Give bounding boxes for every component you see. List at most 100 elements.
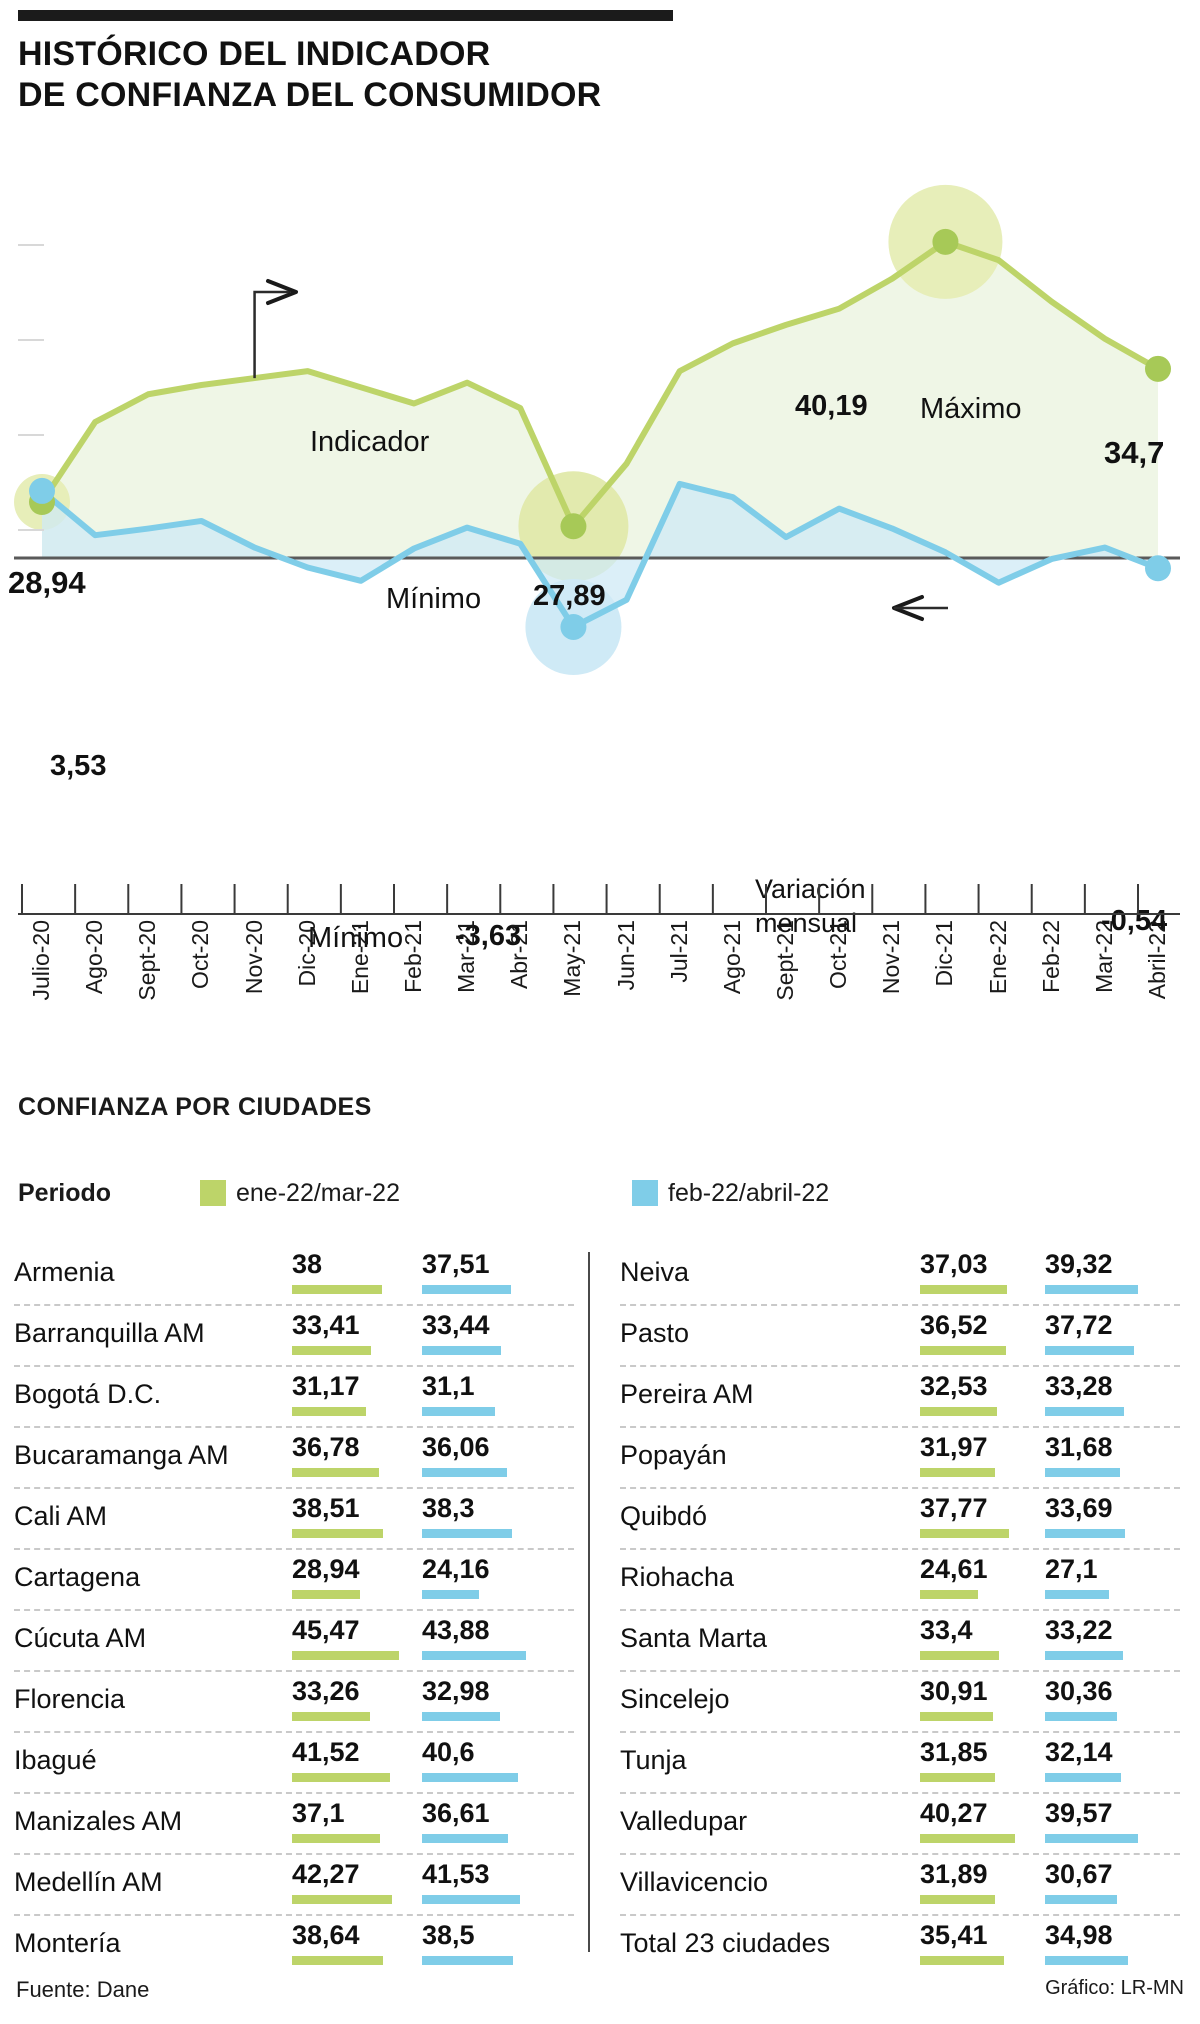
value-period2: 37,72 (1045, 1310, 1113, 1340)
value-period1: 24,61 (920, 1554, 988, 1584)
green-line (39, 238, 1161, 530)
bar-period2 (1045, 1773, 1121, 1782)
city-name: Cartagena (14, 1562, 141, 1592)
x-tick-label: Mar-22 (1090, 920, 1117, 993)
x-tick-label: Sept-20 (134, 920, 161, 1001)
value-period1: 37,77 (920, 1493, 988, 1523)
x-axis: Julio-20 Ago-20 Sept-20 Oct-20 Nov-20 Dic-20 E… (0, 880, 1200, 1070)
bar-period2 (1045, 1956, 1128, 1965)
bar-period1 (920, 1895, 996, 1904)
x-tick-label: Ago-20 (81, 920, 108, 995)
table-row: Riohacha 24,61 27,1 (620, 1550, 1180, 1611)
x-tick-label: Ene-22 (984, 920, 1011, 995)
value-period1: 37,03 (920, 1249, 988, 1279)
table-row: Pereira AM 32,53 33,28 (620, 1367, 1180, 1428)
bar-period2 (1045, 1590, 1109, 1599)
bar-period2 (1045, 1346, 1135, 1355)
table-row: Barranquilla AM 33,41 33,44 (14, 1306, 574, 1367)
table-row: Medellín AM 42,27 41,53 (14, 1855, 574, 1916)
table-row: Bogotá D.C. 31,17 31,1 (14, 1367, 574, 1428)
bar-period2 (1045, 1285, 1138, 1294)
x-tick-label: Sept-21 (772, 920, 798, 1001)
x-tick-label: Feb-22 (1037, 920, 1064, 993)
city-name: Medellín AM (14, 1867, 163, 1897)
variacion-label-line1: Variación (755, 874, 866, 904)
city-name: Tunja (620, 1745, 687, 1775)
bar-period1 (920, 1407, 997, 1416)
table-row: Montería 38,64 38,5 (14, 1916, 574, 1975)
city-name: Armenia (14, 1257, 115, 1287)
bar-period2 (1045, 1895, 1118, 1904)
bar-period1 (292, 1712, 371, 1721)
historic-line-chart: 28,94 34,7 40,19 Máximo 27,89 Mínimo Ind… (0, 150, 1200, 954)
table-row: Sincelejo 30,91 30,36 (620, 1672, 1180, 1733)
city-name: Popayán (620, 1440, 727, 1470)
blue-line (39, 480, 1161, 630)
bar-period1 (292, 1834, 380, 1843)
bar-period2 (422, 1590, 480, 1599)
value-period2: 43,88 (422, 1615, 490, 1645)
city-name: Pasto (620, 1318, 690, 1348)
city-name: Santa Marta (620, 1623, 768, 1653)
value-period1: 38,64 (292, 1920, 360, 1950)
bar-period1 (920, 1712, 993, 1721)
source-note: Fuente: Dane (16, 1977, 150, 2002)
table-row: Ibagué 41,52 40,6 (14, 1733, 574, 1794)
cities-table-right: Neiva 37,03 39,32 Pasto 36,52 37,72 Pereira AM… (620, 1245, 1180, 1965)
x-tick-label: Jul-21 (665, 920, 692, 983)
bar-period1 (920, 1590, 979, 1599)
bar-period2 (1045, 1468, 1120, 1477)
x-tick-label: Nov-20 (240, 920, 267, 995)
value-period1: 40,27 (920, 1798, 988, 1828)
table-row: Quibdó 37,77 33,69 (620, 1489, 1180, 1550)
green-end-value: 34,7 (1104, 435, 1165, 470)
value-period1: 31,85 (920, 1737, 988, 1767)
bar-period1 (292, 1956, 384, 1965)
legend-period-word: Periodo (18, 1179, 112, 1207)
green-area (42, 241, 1158, 558)
table-column-divider (588, 1252, 590, 1952)
value-period1: 30,91 (920, 1676, 988, 1706)
green-start-value: 28,94 (8, 565, 86, 600)
bar-period1 (292, 1468, 379, 1477)
table-row: Santa Marta 33,4 33,22 (620, 1611, 1180, 1672)
x-tick-label: Abril-22 (1144, 920, 1170, 1000)
green-marker (560, 513, 587, 540)
title-rule (18, 10, 673, 21)
bar-period1 (920, 1956, 1004, 1965)
bar-period1 (292, 1529, 383, 1538)
value-period2: 33,44 (422, 1310, 490, 1340)
indicador-label: Indicador (310, 426, 430, 458)
x-tick-label: Dic-20 (293, 920, 320, 987)
value-period2: 27,1 (1045, 1554, 1098, 1584)
city-name: Ibagué (14, 1745, 97, 1775)
x-tick-label: May-21 (559, 920, 586, 997)
city-name: Total 23 ciudades (620, 1928, 831, 1958)
value-period2: 24,16 (422, 1554, 490, 1584)
city-name: Barranquilla AM (14, 1318, 205, 1348)
green-marker (1145, 355, 1171, 382)
city-name: Bogotá D.C. (14, 1379, 162, 1409)
city-name: Riohacha (620, 1562, 735, 1592)
cities-table-left: Armenia 38 37,51 Barranquilla AM 33,41 33,44 B… (14, 1245, 574, 1965)
page-title: HISTÓRICO DEL INDICADOR DE CONFIANZA DEL… (18, 34, 1018, 117)
x-tick-label: Oct-20 (187, 920, 214, 990)
table-row: Valledupar 40,27 39,57 (620, 1794, 1180, 1855)
legend-swatch-period2 (632, 1180, 658, 1206)
x-tick-label: Oct-21 (825, 920, 852, 990)
bar-period1 (920, 1346, 1007, 1355)
green-min-value: 27,89 (533, 580, 606, 612)
value-period1: 38 (292, 1249, 323, 1279)
bar-period1 (292, 1590, 361, 1599)
bar-period1 (920, 1651, 999, 1660)
bar-period2 (422, 1651, 526, 1660)
minimo-label: Mínimo (386, 583, 482, 615)
city-name: Cúcuta AM (14, 1623, 147, 1653)
legend-swatch-period1 (200, 1180, 226, 1206)
bar-period2 (422, 1285, 511, 1294)
bar-period2 (422, 1895, 520, 1904)
legend-label-period1: ene-22/mar-22 (236, 1179, 400, 1207)
city-name: Bucaramanga AM (14, 1440, 229, 1470)
city-name: Pereira AM (620, 1379, 754, 1409)
bar-period2 (422, 1773, 518, 1782)
